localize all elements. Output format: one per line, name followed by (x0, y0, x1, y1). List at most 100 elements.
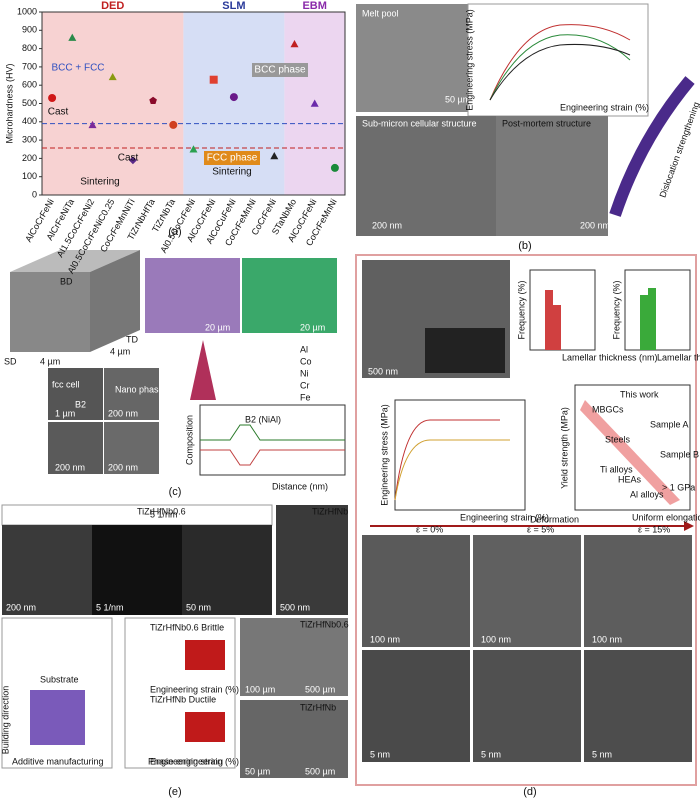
panel-text: Nano phase (115, 384, 164, 394)
panel-text: TiZrHfNb (300, 702, 336, 712)
y-tick-label: 500 (22, 98, 37, 108)
point (108, 72, 117, 81)
panel-text: SD (4, 356, 17, 366)
panel-text: Engineering strain (%) (150, 684, 239, 694)
point (290, 40, 299, 48)
panel-b-images (356, 3, 695, 236)
point (229, 93, 238, 102)
point (169, 120, 178, 129)
panel-text: BD (60, 276, 73, 286)
point (88, 120, 97, 129)
panel-text: 200 nm (580, 220, 610, 230)
panel-text: TiZrHfNb (312, 506, 348, 516)
panel-c-images (10, 250, 346, 476)
panel-text: Al (300, 344, 308, 354)
panel-text: Frequency (%) (516, 280, 526, 339)
panel-text: 100 µm (245, 684, 275, 694)
panel-text: 5 nm (592, 749, 612, 759)
region-label: SLM (222, 0, 245, 12)
panel-text: 50 µm (445, 94, 470, 104)
annotation: BCC phase (254, 65, 306, 76)
point (270, 152, 279, 160)
panel-text: 5 1/nm (150, 509, 178, 519)
y-tick-label: 200 (22, 153, 37, 163)
panel-text: TiZrHfNb0.6 Brittle (150, 622, 224, 632)
annotation: FCC phase (207, 153, 258, 164)
point (189, 145, 198, 153)
panel-text: > 1 GPa (662, 482, 695, 492)
panel-text: 100 nm (592, 634, 622, 644)
y-tick-label: 900 (22, 25, 37, 35)
panel-text: TiZrHfNb0.6 (137, 506, 186, 516)
panel-text: TiZrHfNb Ductile (150, 694, 216, 704)
panel-text: Co (300, 356, 312, 366)
region-label: DED (101, 0, 124, 12)
panel-text: Ti alloys (600, 464, 633, 474)
panel-text: 100 nm (370, 634, 400, 644)
panel-text: 500 nm (280, 602, 310, 612)
y-tick-label: 700 (22, 61, 37, 71)
phase-box (252, 63, 308, 77)
caption: (d) (523, 786, 536, 798)
panel-text: Engineering strain (%) (150, 756, 239, 766)
y-tick-label: 300 (22, 134, 37, 144)
panel-text: fcc cell (52, 379, 80, 389)
panel-text: Cr (300, 380, 310, 390)
panel-text: ε = 15% (638, 524, 670, 534)
panel-text: Lamellar thickness (nm) (657, 352, 700, 362)
panel-text: Sample B (660, 449, 699, 459)
panel-text: Melt pool (362, 8, 399, 18)
phase-box (204, 151, 260, 165)
panel-text: Engineering stress (MPa) (464, 9, 474, 111)
panel-text: Sample A (650, 419, 689, 429)
panel-text: TiZrHfNb0.6 (300, 619, 349, 629)
panel-text: Additive manufacturing (12, 756, 104, 766)
panel-text: 20 µm (205, 322, 230, 332)
region-label: EBM (302, 0, 326, 12)
panel-text: 100 nm (481, 634, 511, 644)
panel-text: 50 nm (186, 602, 211, 612)
panel-text: Uniform elongation (%) (632, 512, 700, 522)
panel-text: B2 (75, 399, 86, 409)
panel-text: 4 µm (40, 356, 60, 366)
panel-text: 200 nm (108, 408, 138, 418)
panel-text: Engineering strain (%) (460, 512, 549, 522)
panel-e-images (1, 504, 348, 778)
caption: (a) (168, 226, 181, 238)
panel-text: 20 µm (300, 322, 325, 332)
panel-text: Ni (300, 368, 309, 378)
point (68, 33, 77, 41)
panel-text: B2 (NiAl) (245, 414, 281, 424)
caption: (b) (518, 240, 531, 252)
panel-text: Lamellar thickness (nm) (562, 352, 658, 362)
panel-text: ε = 0% (416, 524, 443, 534)
panel-text: Steels (605, 434, 631, 444)
panel-text: Sub-micron cellular structure (362, 118, 477, 128)
panel-text: Al alloys (630, 489, 664, 499)
panel-text: This work (620, 389, 659, 399)
y-axis-label: Microhardness (HV) (4, 63, 14, 143)
y-tick-label: 1000 (17, 6, 37, 16)
panel-d-images (355, 254, 697, 786)
point (48, 94, 57, 103)
panel-text: TD (126, 334, 138, 344)
panel-text: Frequency (%) (611, 280, 621, 339)
panel-text: Engineering strain (%) (560, 102, 649, 112)
point (310, 99, 319, 107)
panel-text: Building direction (0, 686, 10, 755)
panel-text: Post-mortem structure (502, 118, 591, 128)
panel-text: Composition (184, 415, 194, 465)
caption: (e) (168, 786, 181, 798)
panel-text: Substrate (40, 674, 79, 684)
panel-text: 5 nm (481, 749, 501, 759)
panel-text: 200 nm (372, 220, 402, 230)
panel-text: 500 µm (305, 684, 335, 694)
panel-text: Engineering stress (MPa) (379, 404, 389, 506)
y-tick-label: 0 (32, 189, 37, 199)
annotation: Sintering (212, 167, 251, 178)
annotation: BCC + FCC (51, 63, 104, 74)
y-tick-label: 400 (22, 116, 37, 126)
panel-text: 500 µm (305, 766, 335, 776)
panel-text: ε = 5% (527, 524, 554, 534)
